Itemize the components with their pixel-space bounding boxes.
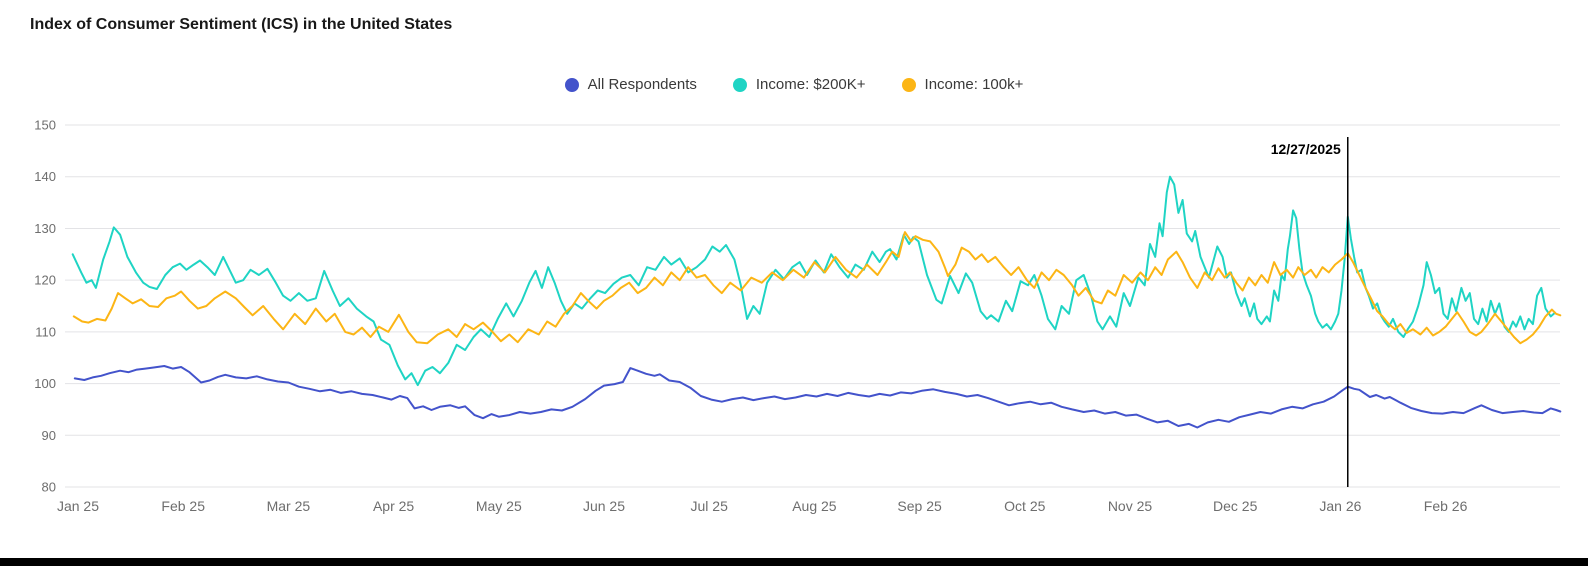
y-tick-label-130: 130: [34, 221, 56, 236]
chart-title: Index of Consumer Sentiment (ICS) in the…: [30, 16, 453, 33]
x-tick-label-may-25: May 25: [476, 498, 522, 514]
chart-legend: All Respondents Income: $200K+ Income: 100…: [0, 76, 1588, 93]
y-tick-label-120: 120: [34, 273, 56, 288]
x-tick-label-jul-25: Jul 25: [691, 498, 729, 514]
annotation-date-label: 12/27/2025: [1270, 141, 1341, 157]
legend-label-income-100k: Income: 100k+: [924, 76, 1024, 93]
x-tick-label-dec-25: Dec 25: [1213, 498, 1258, 514]
x-tick-label-aug-25: Aug 25: [792, 498, 837, 514]
bottom-bar: [0, 558, 1588, 566]
x-tick-label-oct-25: Oct 25: [1004, 498, 1045, 514]
y-tick-label-150: 150: [34, 118, 56, 133]
x-tick-label-jan-26: Jan 26: [1319, 498, 1361, 514]
legend-label-all-respondents: All Respondents: [587, 76, 697, 93]
series-line-income-100k: [72, 231, 1562, 345]
legend-dot-all-respondents: [564, 77, 579, 92]
y-tick-label-140: 140: [34, 169, 56, 184]
x-tick-label-sep-25: Sep 25: [897, 498, 942, 514]
legend-item-all-respondents[interactable]: All Respondents: [564, 76, 697, 93]
x-tick-label-mar-25: Mar 25: [267, 498, 311, 514]
x-tick-label-jun-25: Jun 25: [583, 498, 625, 514]
y-tick-label-110: 110: [35, 324, 56, 339]
legend-label-income-200k: Income: $200K+: [755, 76, 866, 93]
series-line-all-respondents: [73, 365, 1562, 429]
x-tick-label-feb-25: Feb 25: [161, 498, 205, 514]
y-tick-label-100: 100: [34, 376, 56, 391]
series-line-income-200k: [71, 175, 1556, 387]
legend-dot-income-100k: [901, 77, 916, 92]
x-tick-label-nov-25: Nov 25: [1108, 498, 1153, 514]
y-tick-label-80: 80: [42, 480, 56, 495]
x-tick-label-apr-25: Apr 25: [373, 498, 414, 514]
x-tick-label-feb-26: Feb 26: [1424, 498, 1468, 514]
y-tick-label-90: 90: [42, 428, 56, 443]
legend-dot-income-200k: [732, 77, 747, 92]
legend-item-income-200k[interactable]: Income: $200K+: [732, 76, 866, 93]
x-tick-label-jan-25: Jan 25: [57, 498, 99, 514]
legend-item-income-100k[interactable]: Income: 100k+: [901, 76, 1024, 93]
